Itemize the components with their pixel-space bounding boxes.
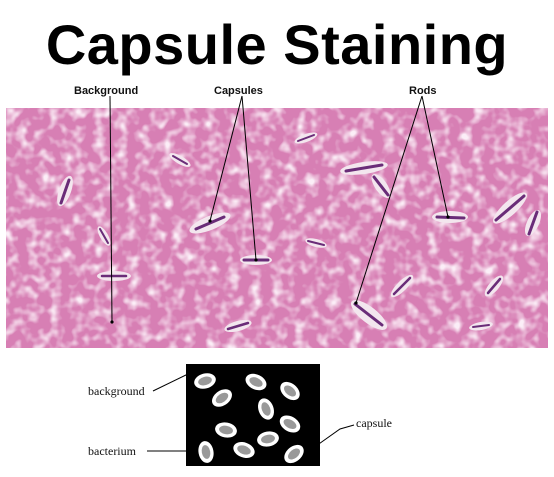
capsule-diagram xyxy=(186,364,320,466)
pointer-rod-2 xyxy=(355,95,423,304)
stain-mottling xyxy=(6,108,548,348)
pointer-diagram-capsule xyxy=(315,424,355,447)
diagram-label-background: background xyxy=(88,384,145,398)
pointer-rod-1 xyxy=(421,95,449,218)
diagram-label-capsule: capsule xyxy=(356,416,392,430)
stained-micrograph xyxy=(6,108,548,348)
page-title: Capsule Staining xyxy=(45,13,509,76)
encapsulated-rods xyxy=(57,132,542,333)
label-rods: Rods xyxy=(409,85,437,97)
pointer-capsule-1 xyxy=(209,95,243,222)
pointer-background xyxy=(109,95,113,323)
diagram-cells xyxy=(194,373,304,464)
pointer-capsule-2 xyxy=(241,95,257,261)
pointer-diagram-background xyxy=(152,373,189,392)
label-background: Background xyxy=(74,85,139,97)
diagram-label-bacterium: bacterium xyxy=(88,444,136,458)
label-capsules: Capsules xyxy=(214,85,263,97)
